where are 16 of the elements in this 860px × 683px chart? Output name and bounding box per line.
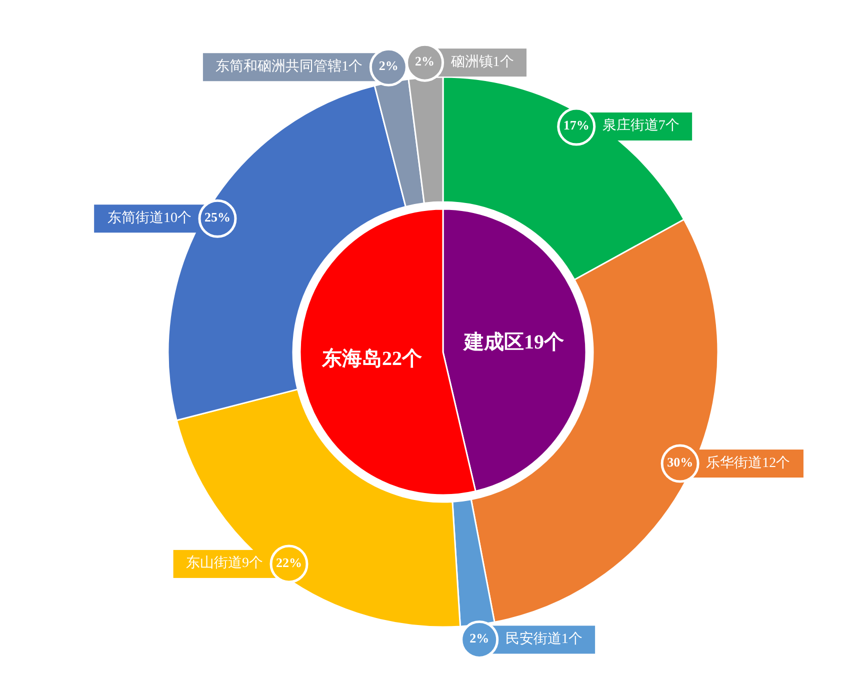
slice-label: 民安街道1个 xyxy=(505,630,582,647)
slice-label: 东简街道10个 xyxy=(107,210,192,226)
slice-label: 硇洲镇1个 xyxy=(450,54,514,70)
data-label: 2% xyxy=(378,58,398,74)
data-label: 17% xyxy=(563,117,590,132)
data-label: 22% xyxy=(276,554,302,570)
data-label: 2% xyxy=(415,54,435,69)
slice-label: 泉庄街道7个 xyxy=(602,118,680,134)
slice-label: 东山街道9个 xyxy=(186,555,263,572)
slice-label: 东海岛22个 xyxy=(320,346,422,370)
slice-label: 建成区19个 xyxy=(462,331,564,354)
slice-label: 东简和硇洲共同管辖1个 xyxy=(216,58,363,74)
slice-label: 乐华街道12个 xyxy=(706,454,790,471)
data-label: 30% xyxy=(667,454,694,470)
data-label: 25% xyxy=(204,210,230,225)
data-label: 2% xyxy=(470,630,490,646)
